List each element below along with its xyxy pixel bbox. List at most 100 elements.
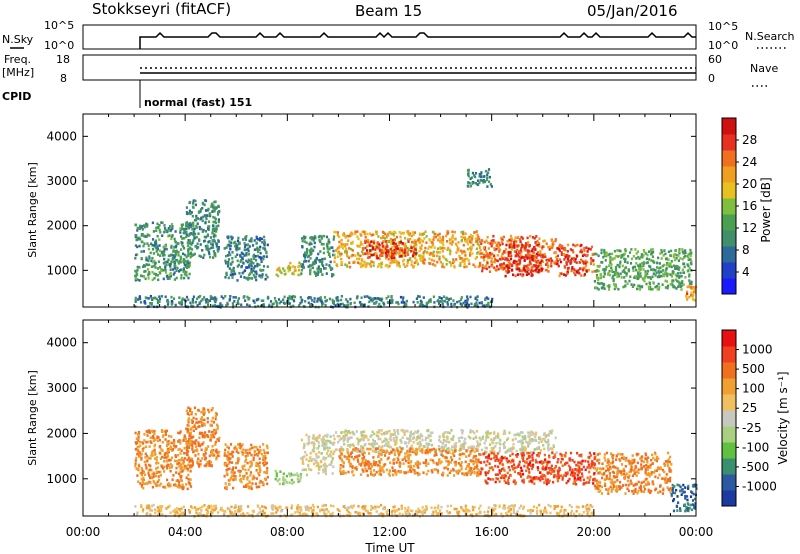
echo-cell — [389, 435, 392, 439]
echo-cell — [175, 479, 178, 483]
echo-cell — [384, 264, 387, 268]
echo-cell — [210, 419, 213, 423]
echo-cell — [307, 301, 310, 305]
echo-cell — [491, 240, 494, 244]
echo-cell — [240, 303, 243, 307]
echo-cell — [241, 443, 244, 446]
echo-cell — [208, 462, 212, 465]
echo-cell — [636, 264, 640, 267]
echo-cell — [472, 437, 475, 440]
echo-cell — [503, 250, 506, 253]
echo-cell — [258, 481, 261, 485]
echo-cell — [585, 264, 588, 268]
echo-cell — [518, 251, 521, 255]
echo-cell — [364, 230, 367, 234]
echo-cell — [412, 300, 415, 304]
echo-cell — [250, 462, 253, 465]
echo-cell — [412, 251, 416, 254]
echo-cell — [163, 247, 166, 251]
echo-cell — [199, 243, 202, 246]
echo-cell — [485, 296, 488, 299]
echo-cell — [319, 267, 322, 271]
echo-cell — [425, 303, 429, 307]
y-tick-label: 2000 — [46, 219, 77, 233]
echo-cell — [412, 241, 415, 244]
echo-cell — [260, 269, 263, 272]
echo-cell — [217, 218, 220, 221]
echo-cell — [486, 185, 489, 188]
echo-cell — [149, 464, 152, 468]
echo-cell — [394, 246, 397, 249]
echo-cell — [237, 459, 240, 463]
echo-cell — [156, 245, 159, 248]
echo-cell — [215, 298, 218, 302]
echo-cell — [491, 252, 494, 256]
echo-cell — [191, 299, 194, 302]
echo-cell — [566, 257, 570, 260]
echo-cell — [317, 463, 320, 467]
echo-cell — [314, 272, 317, 275]
echo-cell — [169, 458, 172, 462]
echo-cell — [469, 177, 472, 180]
echo-cell — [364, 239, 367, 243]
echo-cell — [176, 453, 180, 457]
echo-cell — [410, 263, 413, 266]
echo-cell — [309, 272, 312, 276]
echo-cell — [205, 463, 208, 466]
echo-cell — [254, 255, 257, 258]
echo-cell — [212, 235, 215, 238]
echo-cell — [215, 305, 218, 308]
echo-cell — [249, 447, 252, 451]
echo-cell — [675, 253, 678, 257]
echo-cell — [394, 249, 397, 253]
echo-cell — [242, 252, 245, 256]
echo-cell — [429, 298, 432, 301]
echo-cell — [585, 246, 588, 249]
echo-cell — [165, 247, 168, 251]
echo-cell — [156, 466, 159, 469]
echo-cell — [545, 263, 548, 266]
echo-cell — [493, 437, 496, 440]
echo-cell — [212, 228, 215, 232]
echo-cell — [350, 247, 353, 251]
echo-cell — [258, 449, 261, 452]
echo-cell — [688, 252, 691, 255]
echo-cell — [479, 438, 482, 442]
echo-cell — [238, 247, 241, 250]
echo-cell — [296, 472, 299, 475]
echo-cell — [567, 255, 570, 259]
echo-cell — [548, 248, 551, 251]
echo-cell — [275, 301, 278, 305]
echo-cell — [181, 241, 184, 245]
echo-cell — [311, 450, 314, 453]
echo-cell — [230, 461, 234, 464]
echo-cell — [216, 438, 219, 441]
echo-cell — [352, 448, 355, 451]
echo-cell — [670, 279, 674, 282]
echo-cell — [320, 242, 323, 246]
echo-cell — [180, 303, 183, 306]
echo-cell — [667, 250, 670, 254]
echo-cell — [288, 481, 291, 485]
echo-cell — [419, 304, 422, 308]
echo-cell — [528, 256, 531, 260]
echo-cell — [396, 429, 399, 433]
echo-cell — [248, 245, 251, 248]
echo-cell — [187, 463, 190, 467]
echo-cell — [261, 273, 264, 276]
echo-cell — [530, 274, 533, 277]
echo-cell — [346, 303, 349, 307]
echo-cell — [253, 476, 256, 480]
echo-cell — [135, 271, 138, 274]
echo-cell — [148, 445, 151, 448]
echo-cell — [243, 474, 246, 478]
echo-cell — [623, 260, 627, 263]
echo-cell — [151, 450, 154, 453]
echo-cell — [519, 262, 522, 266]
echo-cell — [682, 251, 685, 255]
echo-cell — [213, 304, 216, 307]
echo-cell — [274, 477, 277, 481]
echo-cell — [486, 241, 490, 245]
echo-cell — [393, 433, 396, 436]
echo-cell — [344, 436, 347, 439]
